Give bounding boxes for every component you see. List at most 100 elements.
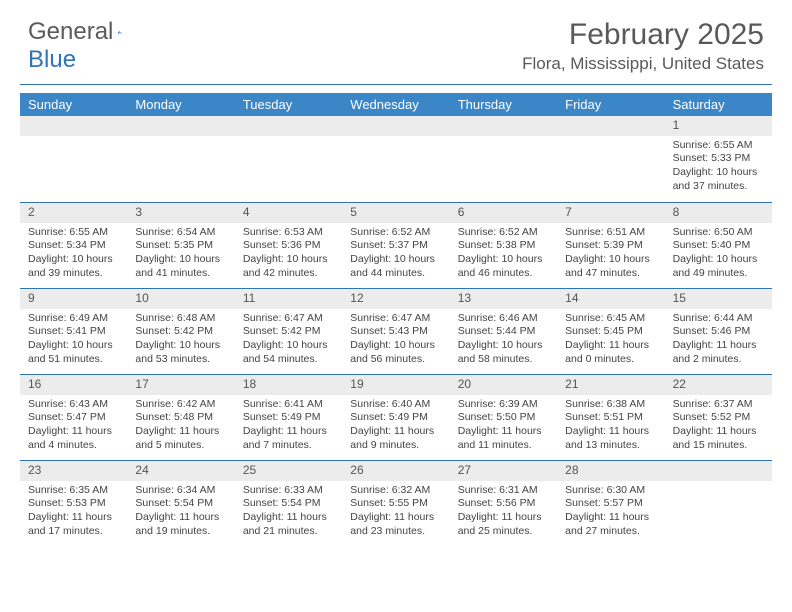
- sunset-line: Sunset: 5:49 PM: [243, 411, 334, 425]
- cell-body: Sunrise: 6:45 AMSunset: 5:45 PMDaylight:…: [557, 309, 664, 373]
- daylight-line: Daylight: 11 hours and 4 minutes.: [28, 425, 119, 452]
- calendar-cell: 11Sunrise: 6:47 AMSunset: 5:42 PMDayligh…: [235, 288, 342, 374]
- day-number: 28: [557, 460, 664, 481]
- cell-body: Sunrise: 6:42 AMSunset: 5:48 PMDaylight:…: [127, 395, 234, 459]
- sunset-line: Sunset: 5:42 PM: [243, 325, 334, 339]
- weekday-thursday: Thursday: [450, 93, 557, 116]
- daylight-line: Daylight: 10 hours and 54 minutes.: [243, 339, 334, 366]
- sunrise-line: Sunrise: 6:48 AM: [135, 312, 226, 326]
- daylight-line: Daylight: 11 hours and 11 minutes.: [458, 425, 549, 452]
- daylight-line: Daylight: 11 hours and 9 minutes.: [350, 425, 441, 452]
- sunrise-line: Sunrise: 6:52 AM: [350, 226, 441, 240]
- sunrise-line: Sunrise: 6:51 AM: [565, 226, 656, 240]
- sunrise-line: Sunrise: 6:50 AM: [673, 226, 764, 240]
- daylight-line: Daylight: 11 hours and 2 minutes.: [673, 339, 764, 366]
- calendar-cell: 23Sunrise: 6:35 AMSunset: 5:53 PMDayligh…: [20, 460, 127, 546]
- logo-word-1: General: [28, 18, 113, 46]
- calendar-cell: 18 Sunrise: 6:41 AMSunset: 5:49 PMDayligh…: [235, 374, 342, 460]
- calendar-cell: 6Sunrise: 6:52 AMSunset: 5:38 PMDaylight…: [450, 202, 557, 288]
- cell-body: [342, 136, 449, 145]
- header: General February 2025 Flora, Mississippi…: [0, 0, 792, 80]
- day-number: 22: [665, 374, 772, 395]
- sunrise-line: Sunrise: 6:41 AM: [243, 398, 334, 412]
- sunset-line: Sunset: 5:41 PM: [28, 325, 119, 339]
- calendar-cell: 27Sunrise: 6:31 AMSunset: 5:56 PMDayligh…: [450, 460, 557, 546]
- cell-body: Sunrise: 6:33 AMSunset: 5:54 PMDaylight:…: [235, 481, 342, 545]
- sunset-line: Sunset: 5:47 PM: [28, 411, 119, 425]
- day-number: [665, 460, 772, 481]
- day-number: 5: [342, 202, 449, 223]
- sunset-line: Sunset: 5:39 PM: [565, 239, 656, 253]
- daylight-line: Daylight: 10 hours and 41 minutes.: [135, 253, 226, 280]
- cell-body: Sunrise: 6:52 AMSunset: 5:38 PMDaylight:…: [450, 223, 557, 287]
- sunset-line: Sunset: 5:55 PM: [350, 497, 441, 511]
- weekday-wednesday: Wednesday: [342, 93, 449, 116]
- cell-body: Sunrise: 6:50 AMSunset: 5:40 PMDaylight:…: [665, 223, 772, 287]
- sunset-line: Sunset: 5:54 PM: [135, 497, 226, 511]
- cell-body: Sunrise: 6:35 AMSunset: 5:53 PMDaylight:…: [20, 481, 127, 545]
- calendar-cell: 3Sunrise: 6:54 AMSunset: 5:35 PMDaylight…: [127, 202, 234, 288]
- sunrise-line: Sunrise: 6:46 AM: [458, 312, 549, 326]
- cell-body: Sunrise: 6:47 AMSunset: 5:43 PMDaylight:…: [342, 309, 449, 373]
- day-number: 8: [665, 202, 772, 223]
- cell-body: Sunrise: 6:37 AMSunset: 5:52 PMDaylight:…: [665, 395, 772, 459]
- daylight-line: Daylight: 11 hours and 15 minutes.: [673, 425, 764, 452]
- sunrise-line: Sunrise: 6:54 AM: [135, 226, 226, 240]
- sunset-line: Sunset: 5:42 PM: [135, 325, 226, 339]
- sunrise-line: Sunrise: 6:45 AM: [565, 312, 656, 326]
- sunrise-line: Sunrise: 6:55 AM: [28, 226, 119, 240]
- daylight-line: Daylight: 10 hours and 44 minutes.: [350, 253, 441, 280]
- daylight-line: Daylight: 11 hours and 23 minutes.: [350, 511, 441, 538]
- sunrise-line: Sunrise: 6:38 AM: [565, 398, 656, 412]
- cell-body: Sunrise: 6:54 AMSunset: 5:35 PMDaylight:…: [127, 223, 234, 287]
- sunset-line: Sunset: 5:35 PM: [135, 239, 226, 253]
- calendar-cell: 10Sunrise: 6:48 AMSunset: 5:42 PMDayligh…: [127, 288, 234, 374]
- calendar-cell: 17Sunrise: 6:42 AMSunset: 5:48 PMDayligh…: [127, 374, 234, 460]
- sunset-line: Sunset: 5:33 PM: [673, 152, 764, 166]
- day-number: 20: [450, 374, 557, 395]
- daylight-line: Daylight: 10 hours and 42 minutes.: [243, 253, 334, 280]
- day-number: 17: [127, 374, 234, 395]
- daylight-line: Daylight: 10 hours and 56 minutes.: [350, 339, 441, 366]
- calendar-cell: 14Sunrise: 6:45 AMSunset: 5:45 PMDayligh…: [557, 288, 664, 374]
- day-number: 18: [235, 374, 342, 395]
- cell-body: [127, 136, 234, 145]
- sunset-line: Sunset: 5:37 PM: [350, 239, 441, 253]
- cell-body: [450, 136, 557, 145]
- day-number: 10: [127, 288, 234, 309]
- calendar-cell: 22Sunrise: 6:37 AMSunset: 5:52 PMDayligh…: [665, 374, 772, 460]
- sunset-line: Sunset: 5:57 PM: [565, 497, 656, 511]
- calendar-cell: 16Sunrise: 6:43 AMSunset: 5:47 PMDayligh…: [20, 374, 127, 460]
- daylight-line: Daylight: 11 hours and 27 minutes.: [565, 511, 656, 538]
- calendar-cell: [127, 116, 234, 202]
- day-number: 13: [450, 288, 557, 309]
- sunrise-line: Sunrise: 6:33 AM: [243, 484, 334, 498]
- weekday-friday: Friday: [557, 93, 664, 116]
- weekday-monday: Monday: [127, 93, 234, 116]
- sunset-line: Sunset: 5:45 PM: [565, 325, 656, 339]
- sunset-line: Sunset: 5:53 PM: [28, 497, 119, 511]
- day-number: [20, 116, 127, 136]
- cell-body: Sunrise: 6:38 AMSunset: 5:51 PMDaylight:…: [557, 395, 664, 459]
- calendar-cell: 20Sunrise: 6:39 AMSunset: 5:50 PMDayligh…: [450, 374, 557, 460]
- day-number: 15: [665, 288, 772, 309]
- cell-body: Sunrise: 6:30 AMSunset: 5:57 PMDaylight:…: [557, 481, 664, 545]
- day-number: [127, 116, 234, 136]
- cell-body: Sunrise: 6:51 AMSunset: 5:39 PMDaylight:…: [557, 223, 664, 287]
- daylight-line: Daylight: 10 hours and 37 minutes.: [673, 166, 764, 193]
- location-label: Flora, Mississippi, United States: [522, 54, 764, 74]
- calendar-cell: 25Sunrise: 6:33 AMSunset: 5:54 PMDayligh…: [235, 460, 342, 546]
- day-number: 16: [20, 374, 127, 395]
- day-number: 19: [342, 374, 449, 395]
- sunset-line: Sunset: 5:44 PM: [458, 325, 549, 339]
- cell-body: Sunrise: 6:46 AMSunset: 5:44 PMDaylight:…: [450, 309, 557, 373]
- sunrise-line: Sunrise: 6:44 AM: [673, 312, 764, 326]
- sunrise-line: Sunrise: 6:31 AM: [458, 484, 549, 498]
- sunset-line: Sunset: 5:56 PM: [458, 497, 549, 511]
- calendar-cell: 24Sunrise: 6:34 AMSunset: 5:54 PMDayligh…: [127, 460, 234, 546]
- sunset-line: Sunset: 5:49 PM: [350, 411, 441, 425]
- day-number: 3: [127, 202, 234, 223]
- daylight-line: Daylight: 10 hours and 58 minutes.: [458, 339, 549, 366]
- calendar-cell: 28Sunrise: 6:30 AMSunset: 5:57 PMDayligh…: [557, 460, 664, 546]
- daylight-line: Daylight: 11 hours and 7 minutes.: [243, 425, 334, 452]
